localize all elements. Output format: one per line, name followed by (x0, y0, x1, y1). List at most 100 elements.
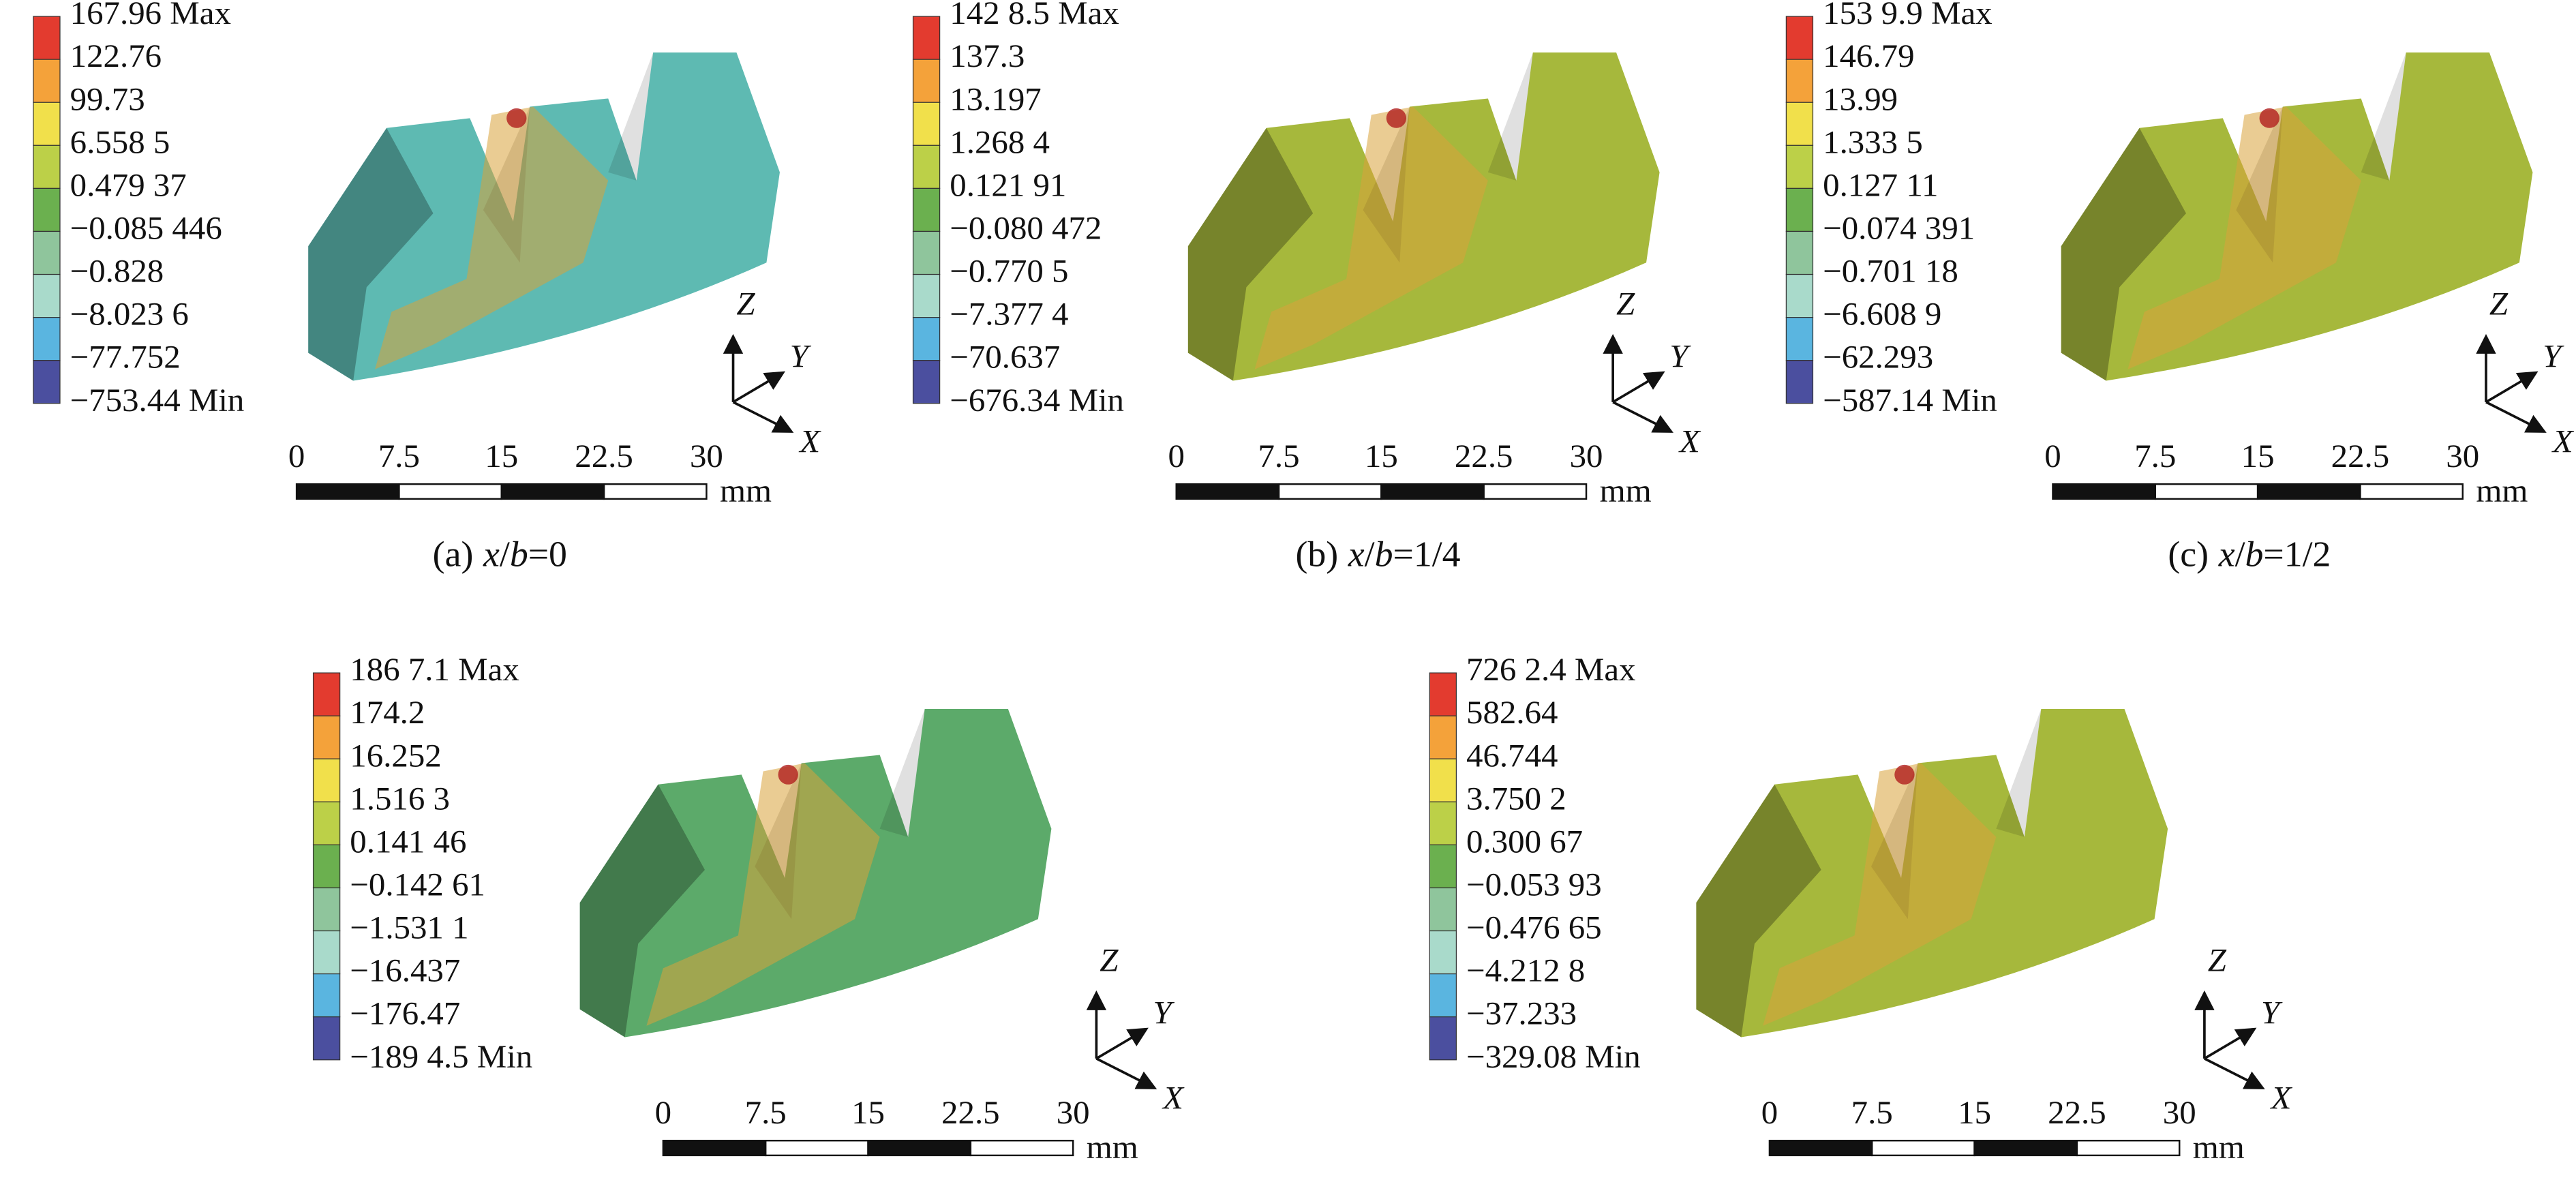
axis-label: Y (790, 339, 812, 375)
scale-segment (1483, 483, 1588, 500)
axis-arrow (1612, 371, 1665, 404)
legend-swatch (912, 59, 941, 103)
scale-segment (295, 483, 400, 500)
scale-label: 30 (690, 438, 723, 474)
caption-part: =1/4 (1393, 534, 1461, 575)
scale-segment (603, 483, 708, 500)
legend-swatch (312, 801, 341, 845)
scale-label: 7.5 (1851, 1095, 1893, 1131)
gear-face-dark (308, 127, 434, 381)
legend-swatch (33, 102, 61, 146)
axis-label: Z (736, 286, 755, 322)
axis-label: Z (1100, 943, 1119, 979)
gear-face-dark (879, 709, 925, 837)
scale-segment (1277, 483, 1382, 500)
caption-part: x (483, 534, 500, 575)
legend-swatch (912, 145, 941, 189)
legend-label: 122.76 (70, 39, 162, 75)
axis-arrow (2485, 401, 2547, 433)
caption-part: b (1375, 534, 1393, 575)
scale-segment (764, 1140, 869, 1157)
legend-label: 1.516 3 (350, 781, 450, 817)
legend-swatch (33, 145, 61, 189)
axis-label: Z (2489, 286, 2509, 322)
legend-label: 16.252 (350, 738, 441, 774)
legend-label: 6.558 5 (70, 125, 170, 161)
stress-region (646, 763, 880, 1026)
legend-swatch (312, 1016, 341, 1061)
scale-segment (1175, 483, 1280, 500)
legend-label: 0.141 46 (350, 824, 466, 860)
stress-peak (778, 764, 798, 785)
scale-segment (969, 1140, 1074, 1157)
legend-label: −753.44 Min (70, 382, 245, 419)
scale-segment (1871, 1140, 1975, 1157)
scale-segment (2076, 1140, 2181, 1157)
axis-label: X (1678, 424, 1701, 460)
stress-peak (506, 108, 527, 128)
legend-label: −16.437 (350, 953, 460, 989)
fea-model (1696, 709, 2168, 1038)
caption-part: / (1365, 534, 1375, 575)
fea-model (2061, 52, 2533, 381)
axis-label: Z (2208, 943, 2227, 979)
legend-swatch (1429, 844, 1457, 889)
gear-face-dark (608, 52, 654, 181)
caption-part: =0 (528, 534, 567, 575)
legend-swatch (1785, 317, 1814, 361)
scale-segment (2052, 483, 2157, 500)
scale-segment (398, 483, 502, 500)
legend-label: 13.99 (1823, 82, 1898, 118)
scale-label: 0 (2044, 438, 2061, 474)
stress-peak (2259, 108, 2279, 128)
panel: 167.96 Max 122.76 99.73 6.558 5 0.479 37 −0.0… (33, 0, 822, 575)
legend-swatch (33, 360, 61, 404)
legend-label: −4.212 8 (1466, 953, 1585, 989)
legend-label: −0.085 446 (70, 211, 222, 247)
legend-label: 1.333 5 (1823, 125, 1923, 161)
legend-swatch (912, 16, 941, 60)
caption-part: (c) (2168, 534, 2209, 575)
caption-part: b (510, 534, 528, 575)
caption-part: =1/2 (2263, 534, 2331, 575)
legend-label: −176.47 (350, 996, 460, 1032)
scale-label: 22.5 (2331, 438, 2390, 474)
scale-label: 0 (1168, 438, 1185, 474)
legend-label: −0.770 5 (950, 254, 1068, 290)
panel: 142 8.5 Max 137.3 13.197 1.268 4 0.121 91 −0.… (912, 0, 1701, 575)
legend-label: −0.701 18 (1823, 254, 1958, 290)
legend-swatch (912, 273, 941, 318)
legend-label: 0.300 67 (1466, 824, 1583, 860)
stress-peak (1894, 764, 1915, 785)
legend-swatch (1429, 930, 1457, 975)
legend-label: −189 4.5 Min (350, 1039, 532, 1075)
scale-label: 30 (1570, 438, 1603, 474)
legend-label: 174.2 (350, 695, 425, 731)
gear-face-dark (579, 784, 705, 1038)
legend-label: −62.293 (1823, 339, 1933, 376)
legend-label: 146.79 (1823, 39, 1914, 75)
legend-swatch (312, 715, 341, 759)
scale-label: 22.5 (2048, 1095, 2106, 1131)
legend-label: −77.752 (70, 339, 181, 376)
legend-swatch (912, 102, 941, 146)
legend-label: −7.377 4 (950, 297, 1068, 333)
legend-label: −1.531 1 (350, 910, 468, 946)
scale-segment (2256, 483, 2361, 500)
caption: (a) x/b=0 (433, 534, 567, 575)
stress-region (374, 106, 609, 369)
legend-label: −70.637 (950, 339, 1060, 376)
axis-label: X (798, 424, 821, 460)
caption-part: b (2245, 534, 2264, 575)
caption-part: / (500, 534, 510, 575)
axis-label: X (1162, 1080, 1185, 1117)
legend-label: 1.268 4 (950, 125, 1050, 161)
caption: (c) x/b=1/2 (2168, 534, 2331, 575)
legend-swatch (1429, 758, 1457, 802)
legend-swatch (1785, 102, 1814, 146)
legend-swatch (312, 844, 341, 889)
scale-segment (500, 483, 605, 500)
scale-label: 30 (1057, 1095, 1090, 1131)
legend-swatch (912, 317, 941, 361)
axis-label: X (2270, 1080, 2293, 1117)
